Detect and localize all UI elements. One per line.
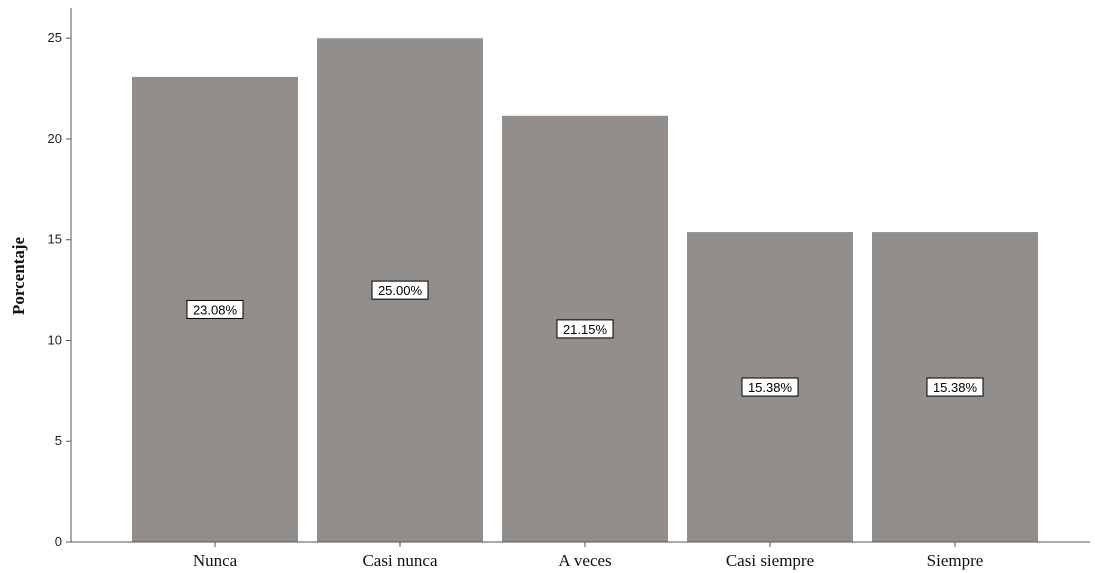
y-tick-label: 25 [48, 30, 62, 45]
data-label: 15.38% [748, 380, 793, 395]
x-tick-label: Casi nunca [362, 551, 438, 570]
x-axis: Nunca Casi nunca A veces Casi siempre Siempr… [71, 541, 1090, 570]
bars-group: 23.08% 25.00% 21.15% 15.38% 15.38% [132, 38, 1038, 543]
data-label: 25.00% [378, 283, 423, 298]
y-tick-label: 10 [48, 332, 62, 347]
x-tick-label: Siempre [927, 551, 984, 570]
x-tick-label: Casi siempre [726, 551, 814, 570]
x-tick-label: Nunca [193, 551, 238, 570]
y-tick-label: 0 [55, 534, 62, 549]
data-label-box [926, 377, 984, 397]
data-label: 23.08% [193, 302, 238, 317]
data-label-box [371, 280, 429, 300]
y-axis-title: Porcentaje [9, 237, 28, 315]
data-label: 21.15% [563, 322, 608, 337]
data-label-box [186, 299, 244, 319]
y-tick-label: 15 [48, 232, 62, 247]
x-tick-label: A veces [558, 551, 611, 570]
y-tick-label: 20 [48, 131, 62, 146]
data-label-box [741, 377, 799, 397]
y-tick-label: 5 [55, 433, 62, 448]
data-label-box [556, 319, 614, 339]
data-label: 15.38% [933, 380, 978, 395]
y-axis: 0 5 10 15 20 25 [48, 8, 72, 549]
